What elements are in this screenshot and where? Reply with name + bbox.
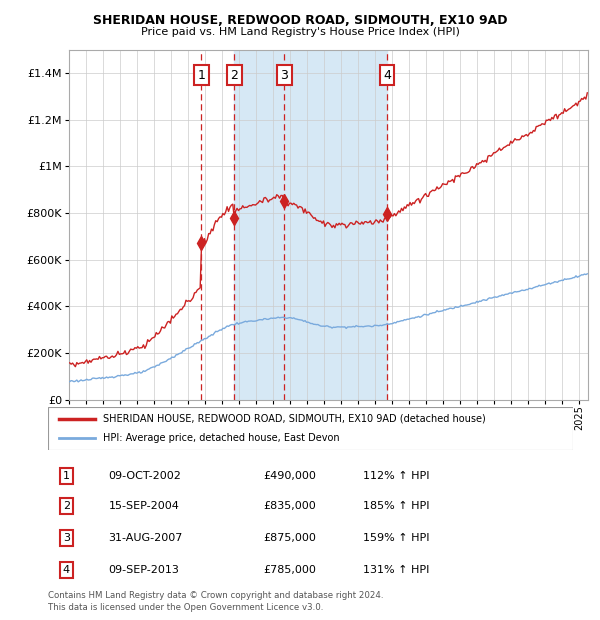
Text: 185% ↑ HPI: 185% ↑ HPI <box>363 502 430 512</box>
Text: HPI: Average price, detached house, East Devon: HPI: Average price, detached house, East… <box>103 433 340 443</box>
Text: 09-SEP-2013: 09-SEP-2013 <box>109 565 179 575</box>
Text: 159% ↑ HPI: 159% ↑ HPI <box>363 533 430 543</box>
Text: 3: 3 <box>281 69 289 82</box>
Text: Contains HM Land Registry data © Crown copyright and database right 2024.: Contains HM Land Registry data © Crown c… <box>48 591 383 600</box>
Text: SHERIDAN HOUSE, REDWOOD ROAD, SIDMOUTH, EX10 9AD: SHERIDAN HOUSE, REDWOOD ROAD, SIDMOUTH, … <box>93 14 507 27</box>
Text: 09-OCT-2002: 09-OCT-2002 <box>109 471 181 480</box>
Text: SHERIDAN HOUSE, REDWOOD ROAD, SIDMOUTH, EX10 9AD (detached house): SHERIDAN HOUSE, REDWOOD ROAD, SIDMOUTH, … <box>103 414 486 423</box>
Text: 2: 2 <box>230 69 238 82</box>
Text: 1: 1 <box>197 69 205 82</box>
Text: 4: 4 <box>383 69 391 82</box>
Text: This data is licensed under the Open Government Licence v3.0.: This data is licensed under the Open Gov… <box>48 603 323 612</box>
Text: 2: 2 <box>63 502 70 512</box>
Text: 31-AUG-2007: 31-AUG-2007 <box>109 533 183 543</box>
Text: 3: 3 <box>63 533 70 543</box>
Text: £490,000: £490,000 <box>263 471 316 480</box>
Text: 15-SEP-2004: 15-SEP-2004 <box>109 502 179 512</box>
Text: £875,000: £875,000 <box>263 533 316 543</box>
Text: 131% ↑ HPI: 131% ↑ HPI <box>363 565 430 575</box>
Text: £835,000: £835,000 <box>263 502 316 512</box>
Text: 1: 1 <box>63 471 70 480</box>
Text: £785,000: £785,000 <box>263 565 316 575</box>
Text: 112% ↑ HPI: 112% ↑ HPI <box>363 471 430 480</box>
Text: Price paid vs. HM Land Registry's House Price Index (HPI): Price paid vs. HM Land Registry's House … <box>140 27 460 37</box>
FancyBboxPatch shape <box>48 407 573 450</box>
Bar <box>234 50 387 400</box>
Text: 4: 4 <box>63 565 70 575</box>
